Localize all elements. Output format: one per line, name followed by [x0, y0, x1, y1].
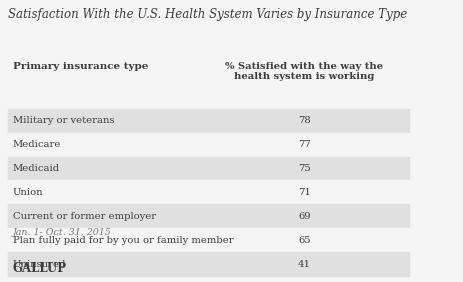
Bar — [8, 204, 408, 228]
Text: Satisfaction With the U.S. Health System Varies by Insurance Type: Satisfaction With the U.S. Health System… — [8, 8, 407, 21]
Text: Medicare: Medicare — [13, 140, 61, 149]
Text: 41: 41 — [297, 260, 310, 269]
Text: Current or former employer: Current or former employer — [13, 212, 155, 221]
Text: Jan. 1- Oct. 31, 2015: Jan. 1- Oct. 31, 2015 — [13, 228, 111, 237]
Bar — [8, 109, 408, 133]
Text: 65: 65 — [298, 236, 310, 245]
Text: 71: 71 — [297, 188, 310, 197]
Text: % Satisfied with the way the
health system is working: % Satisfied with the way the health syst… — [225, 62, 383, 81]
Bar — [8, 133, 408, 157]
Bar — [8, 157, 408, 180]
Bar — [8, 180, 408, 204]
Bar — [8, 252, 408, 276]
Text: GALLUP: GALLUP — [13, 262, 66, 275]
Text: 75: 75 — [298, 164, 310, 173]
Text: 69: 69 — [298, 212, 310, 221]
Text: Medicaid: Medicaid — [13, 164, 60, 173]
Text: Union: Union — [13, 188, 43, 197]
Text: 78: 78 — [298, 116, 310, 125]
Text: Uninsured: Uninsured — [13, 260, 66, 269]
Bar — [8, 228, 408, 252]
Text: Primary insurance type: Primary insurance type — [13, 62, 148, 71]
Text: 77: 77 — [298, 140, 310, 149]
Text: Military or veterans: Military or veterans — [13, 116, 114, 125]
Text: Plan fully paid for by you or family member: Plan fully paid for by you or family mem… — [13, 236, 232, 245]
